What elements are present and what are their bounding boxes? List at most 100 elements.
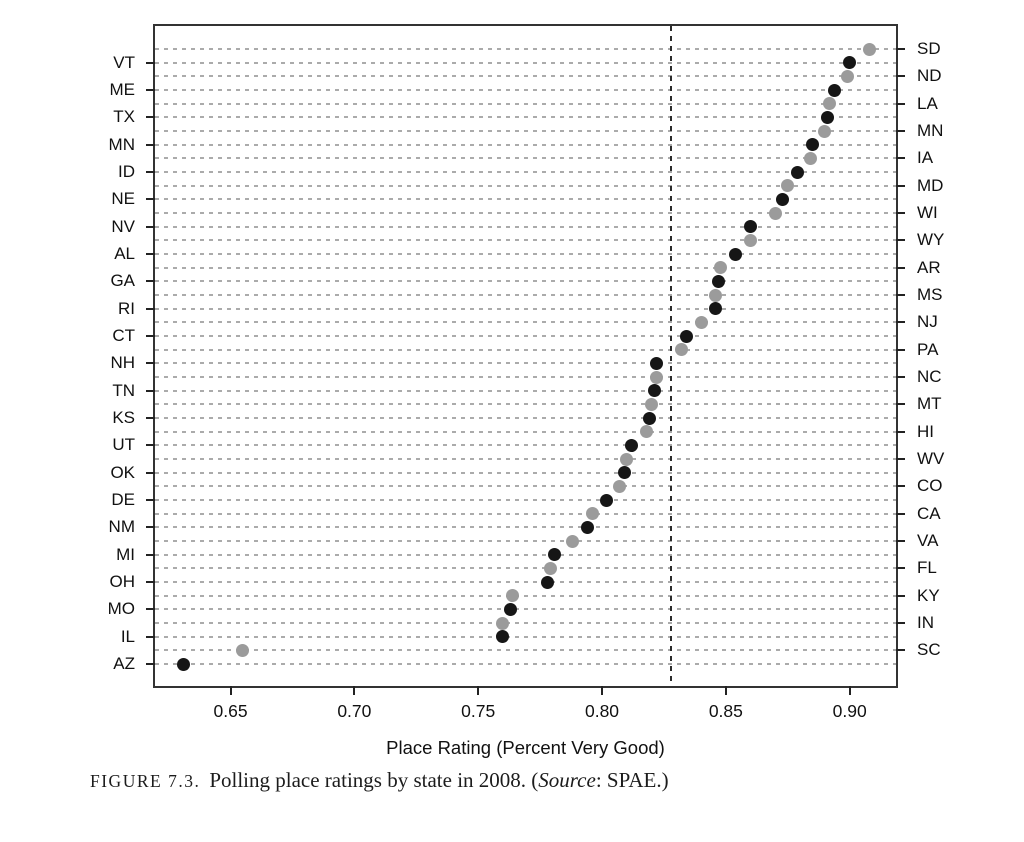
dot-DE xyxy=(600,493,614,507)
state-label-right-IA: IA xyxy=(917,148,934,168)
gridline xyxy=(155,458,896,461)
figure-caption: FIGURE 7.3. Polling place ratings by stat… xyxy=(90,768,950,793)
caption-source-word: Source xyxy=(538,768,596,792)
dot-MO xyxy=(503,602,517,616)
dot-KY xyxy=(506,589,520,603)
y-tick-right xyxy=(896,184,905,187)
dot-ME xyxy=(828,83,842,97)
state-label-right-FL: FL xyxy=(917,558,937,578)
gridline xyxy=(155,635,896,638)
y-tick-right xyxy=(896,458,905,461)
gridline xyxy=(155,212,896,215)
dot-SC xyxy=(236,643,250,657)
gridline xyxy=(155,471,896,474)
x-tick-label-0.65: 0.65 xyxy=(213,701,248,721)
dot-TX xyxy=(820,110,834,124)
y-tick-left xyxy=(146,362,155,365)
state-label-left-VT: VT xyxy=(113,52,135,72)
y-tick-left xyxy=(146,143,155,146)
state-label-right-NJ: NJ xyxy=(917,312,938,332)
gridline xyxy=(155,61,896,64)
gridline xyxy=(155,622,896,625)
gridline xyxy=(155,116,896,119)
dot-NC xyxy=(650,370,663,384)
caption-text: Polling place ratings by state in 2008. … xyxy=(209,768,539,792)
y-tick-left xyxy=(146,307,155,310)
gridline xyxy=(155,130,896,133)
y-tick-right xyxy=(896,430,905,433)
dot-FL xyxy=(543,561,557,575)
state-label-left-ID: ID xyxy=(118,162,135,182)
state-label-right-WV: WV xyxy=(917,449,945,469)
y-tick-right xyxy=(896,567,905,570)
dot-AL xyxy=(729,247,743,261)
state-label-left-OK: OK xyxy=(110,462,135,482)
x-tick xyxy=(477,686,480,695)
state-label-left-OH: OH xyxy=(109,572,136,592)
dot-AZ xyxy=(176,657,190,671)
dot-MI xyxy=(548,548,562,562)
state-label-left-ME: ME xyxy=(109,80,136,99)
y-tick-right xyxy=(896,512,905,515)
dot-CT xyxy=(679,329,693,343)
state-label-left-NV: NV xyxy=(111,216,135,236)
x-tick-label-0.80: 0.80 xyxy=(584,701,620,721)
x-tick xyxy=(601,686,604,695)
dot-IN xyxy=(496,616,510,630)
y-tick-left xyxy=(146,663,155,666)
gridline xyxy=(155,321,896,324)
gridline xyxy=(155,198,896,201)
gridline xyxy=(155,444,896,447)
gridline xyxy=(155,225,896,228)
dot-PA xyxy=(674,343,688,357)
y-tick-right xyxy=(896,649,905,652)
dot-AR xyxy=(714,261,728,275)
state-label-right-NC: NC xyxy=(917,367,942,387)
state-label-right-ND: ND xyxy=(917,66,942,86)
y-tick-left xyxy=(146,553,155,556)
y-tick-right xyxy=(896,239,905,242)
state-label-right-CO: CO xyxy=(917,476,943,496)
gridline xyxy=(155,608,896,611)
dot-MN xyxy=(818,124,832,138)
y-tick-right xyxy=(896,48,905,50)
y-tick-left xyxy=(146,280,155,283)
dot-UT xyxy=(625,438,639,452)
dot-ND xyxy=(840,69,854,83)
reference-line xyxy=(670,26,673,686)
gridline xyxy=(155,567,896,570)
gridline xyxy=(155,335,896,338)
caption-figure-label: FIGURE 7.3. xyxy=(90,771,201,791)
y-tick-right xyxy=(896,594,905,597)
state-label-right-VA: VA xyxy=(917,531,939,551)
state-label-left-TN: TN xyxy=(112,380,135,400)
state-label-left-AL: AL xyxy=(114,244,135,264)
state-label-left-IL: IL xyxy=(120,626,135,646)
state-label-left-MN: MN xyxy=(108,134,135,154)
x-tick-label-0.90: 0.90 xyxy=(832,701,867,721)
dot-LA xyxy=(823,97,837,111)
state-label-left-NE: NE xyxy=(111,189,135,209)
y-tick-left xyxy=(146,89,155,91)
y-tick-left xyxy=(146,225,155,228)
gridline xyxy=(155,594,896,597)
y-tick-left xyxy=(146,171,155,174)
gridline xyxy=(155,143,896,146)
state-label-right-KY: KY xyxy=(917,585,940,605)
dot-CO xyxy=(612,479,626,493)
y-tick-right xyxy=(896,157,905,160)
state-label-right-MT: MT xyxy=(917,394,942,414)
y-tick-left xyxy=(146,417,155,420)
state-label-right-AR: AR xyxy=(917,257,941,277)
y-tick-left xyxy=(146,444,155,447)
dot-IA xyxy=(803,151,817,165)
gridline xyxy=(155,553,896,556)
dot-WV xyxy=(620,452,634,466)
dot-ID xyxy=(791,165,805,179)
x-axis-title: Place Rating (Percent Very Good) xyxy=(386,737,665,758)
dot-NJ xyxy=(694,315,708,329)
state-label-right-PA: PA xyxy=(917,339,939,359)
x-tick-label-0.70: 0.70 xyxy=(337,701,372,721)
state-label-left-DE: DE xyxy=(111,490,135,510)
